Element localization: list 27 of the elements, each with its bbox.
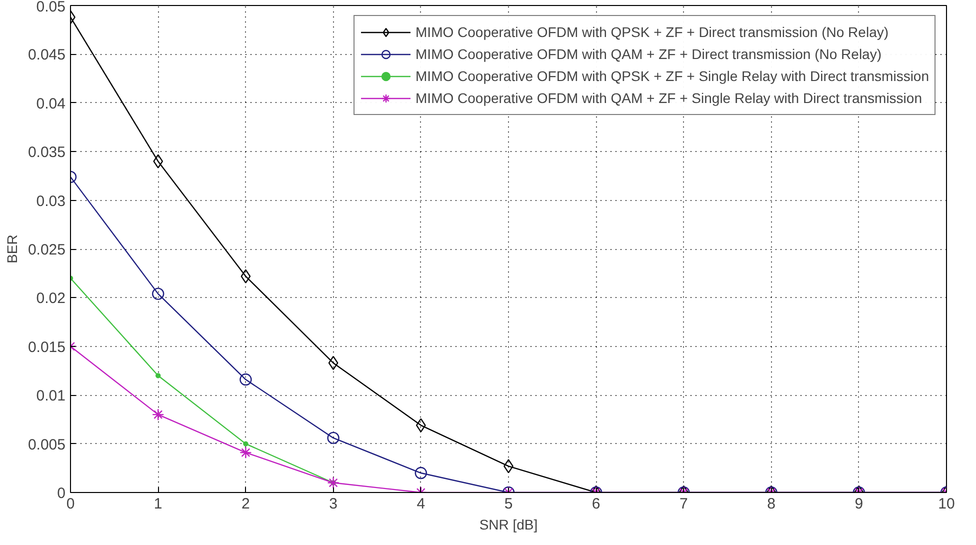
x-tick-label: 4: [416, 496, 426, 512]
y-tick-label: 0.03: [36, 192, 66, 210]
x-axis-title: SNR [dB]: [479, 516, 538, 532]
y-tick-label: 0.045: [28, 46, 66, 64]
legend-label: MIMO Cooperative OFDM with QPSK + ZF + Direct transmission (No Relay): [416, 24, 889, 40]
x-tick-label: 1: [154, 496, 162, 512]
y-axis-title: BER: [4, 234, 20, 264]
x-tick-label: 3: [329, 496, 338, 512]
y-tick-label: 0.015: [28, 338, 66, 356]
legend-label: MIMO Cooperative OFDM with QAM + ZF + Single Relay with Direct transmission: [416, 90, 922, 106]
y-tick-label: 0.05: [36, 0, 66, 16]
legend-label: MIMO Cooperative OFDM with QAM + ZF + Direct transmission (No Relay): [416, 46, 882, 62]
y-tick-label: 0.025: [28, 242, 66, 258]
y-tick-label: 0.02: [36, 290, 66, 308]
y-tick-label: 0: [57, 485, 66, 502]
y-tick-label: 0.04: [36, 95, 66, 112]
x-tick-label: 2: [242, 496, 250, 512]
y-tick-label: 0.035: [28, 144, 66, 162]
legend-label: MIMO Cooperative OFDM with QPSK + ZF + Single Relay with Direct transmission: [416, 68, 929, 84]
x-tick-label: 5: [504, 496, 513, 512]
x-tick-label: 10: [938, 496, 955, 512]
x-tick-label: 8: [767, 496, 776, 512]
y-tick-label: 0.01: [36, 388, 66, 405]
x-tick-label: 6: [592, 496, 600, 512]
x-tick-label: 9: [854, 496, 864, 512]
x-tick-label: 7: [680, 496, 688, 512]
y-tick-label: 0.005: [28, 436, 66, 454]
